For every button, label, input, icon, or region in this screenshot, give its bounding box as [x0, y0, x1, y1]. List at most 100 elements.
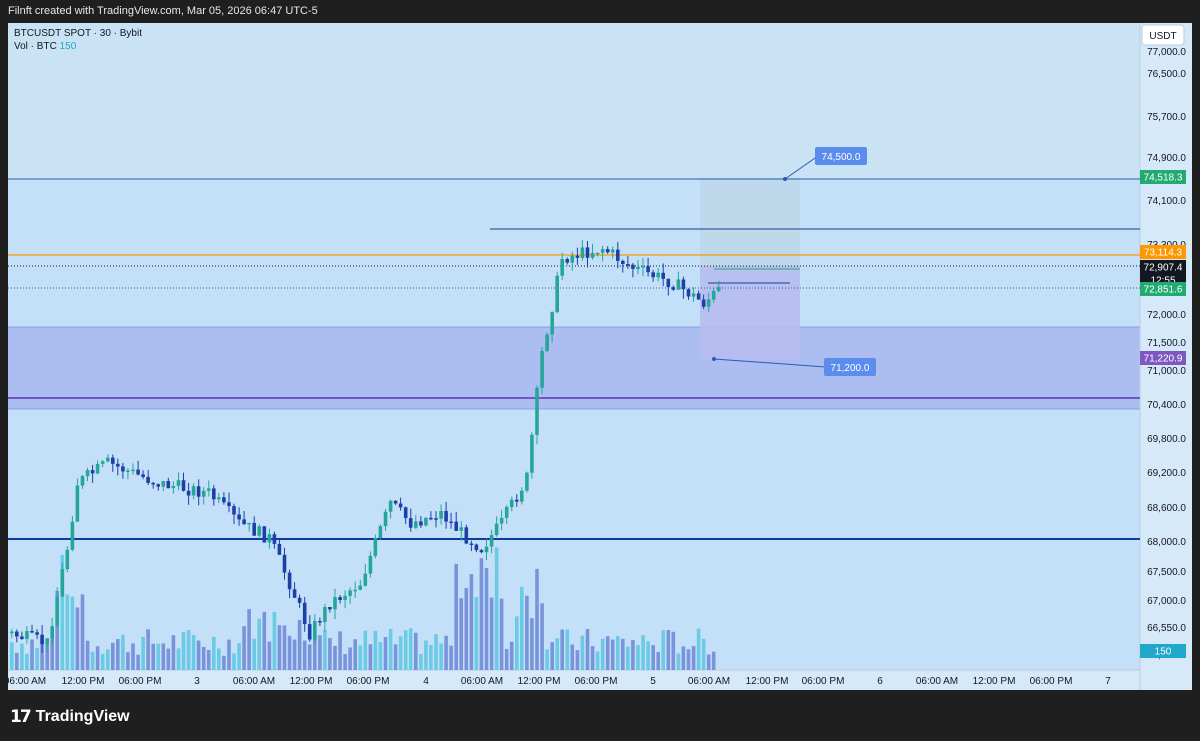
candle-body	[90, 470, 95, 474]
volume-bar	[449, 645, 453, 670]
chart-area[interactable]: 74,500.0 71,200.0 77,000.0 76,500.0 75,700.0…	[8, 23, 1192, 690]
volume-bar	[272, 611, 277, 670]
candle-body	[358, 585, 362, 590]
volume-bar	[388, 628, 393, 670]
candle-body	[509, 499, 514, 508]
volume-bar	[414, 632, 418, 670]
volume-bar	[307, 644, 312, 670]
candle-body	[10, 631, 14, 634]
time-tick-label: 12:00 PM	[290, 676, 333, 687]
volume-bar	[348, 647, 352, 670]
volume-bar	[520, 586, 524, 670]
candle-body	[313, 621, 317, 640]
volume-bar	[560, 629, 564, 670]
candle-body	[136, 469, 140, 475]
volume-bar	[696, 628, 701, 670]
volume-bar	[469, 574, 474, 670]
volume-bar	[646, 641, 650, 670]
target-callout-line	[784, 155, 819, 180]
candle-body	[434, 518, 438, 520]
candle-body	[540, 351, 544, 388]
volume-bar	[555, 638, 559, 670]
candle-body	[444, 511, 448, 522]
volume-bar	[242, 626, 246, 670]
time-tick-label: 06:00 PM	[1030, 676, 1073, 687]
volume-bar	[100, 653, 105, 670]
candle-body	[75, 485, 80, 522]
volume-bar	[201, 646, 206, 670]
volume-bar	[464, 588, 469, 670]
volume-bar	[328, 638, 332, 670]
volume-bar	[45, 642, 49, 670]
candle-body	[489, 535, 494, 547]
volume-bar	[408, 628, 413, 670]
volume-bar	[403, 630, 408, 670]
volume-bar	[302, 640, 307, 670]
volume-bar	[711, 651, 716, 670]
candle-body	[55, 596, 59, 627]
candle-body	[656, 272, 660, 278]
volume-bar	[212, 636, 216, 670]
candle-body	[525, 472, 529, 491]
candle-body	[242, 519, 246, 525]
time-tick-label: 7	[1105, 676, 1111, 687]
volume-bar	[424, 640, 428, 670]
candle-body	[651, 272, 655, 278]
candle-body	[641, 266, 645, 268]
candle-body	[186, 490, 191, 496]
volume-bar	[358, 645, 362, 670]
time-tick-label: 3	[194, 676, 200, 687]
volume-bar	[217, 648, 221, 670]
candle-body	[237, 514, 241, 520]
candle-body	[151, 482, 155, 485]
candle-body	[111, 457, 115, 464]
volume-bar	[636, 645, 640, 670]
volume-bar	[499, 598, 504, 670]
volume-bar	[90, 651, 95, 670]
candle-body	[368, 555, 373, 574]
candle-body	[545, 334, 549, 351]
volume-bar	[171, 635, 176, 670]
volume-bar	[661, 630, 665, 670]
volume-bar	[701, 638, 706, 670]
candle-body	[45, 638, 49, 645]
candle-body	[247, 522, 251, 525]
volume-bar	[126, 652, 130, 670]
volume-bar	[206, 650, 211, 670]
volume-bar	[232, 653, 236, 670]
candle-body	[414, 521, 418, 528]
candle-body	[166, 481, 171, 489]
volume-bar	[287, 635, 292, 670]
price-tick-label: 74,900.0	[1147, 153, 1186, 164]
candle-body	[454, 521, 458, 531]
volume-bar	[484, 568, 489, 670]
symbol-title[interactable]: BTCUSDT SPOT · 30 · Bybit	[14, 28, 142, 39]
candle-body	[469, 543, 474, 545]
candle-body	[429, 517, 433, 520]
volume-bar	[626, 646, 630, 670]
price-tick-label: 70,400.0	[1147, 400, 1186, 411]
candle-body	[176, 480, 181, 486]
candle-body	[580, 247, 585, 258]
stop-callout-text: 71,200.0	[831, 363, 870, 374]
price-badge-text: 150	[1155, 647, 1172, 658]
candle-body	[484, 546, 489, 553]
time-tick-label: 06:00 PM	[575, 676, 618, 687]
candle-body	[20, 636, 24, 639]
tradingview-logo[interactable]: 17 TradingView	[10, 707, 130, 727]
candle-body	[292, 589, 297, 598]
stop-callout-dot	[712, 357, 716, 361]
chart-canvas[interactable]: 74,500.0 71,200.0 77,000.0 76,500.0 75,700.0…	[8, 23, 1192, 690]
tradingview-logo-icon: 17	[10, 707, 32, 727]
candle-body	[676, 279, 681, 290]
price-tick-label: 71,500.0	[1147, 338, 1186, 349]
candle-body	[227, 502, 231, 507]
volume-bar	[631, 640, 635, 670]
volume-bar	[40, 637, 44, 670]
volume-bar	[393, 644, 398, 670]
candle-body	[363, 573, 368, 586]
volume-bar	[146, 629, 150, 670]
candle-body	[201, 490, 206, 497]
volume-bar	[141, 636, 145, 670]
candle-body	[459, 527, 463, 531]
